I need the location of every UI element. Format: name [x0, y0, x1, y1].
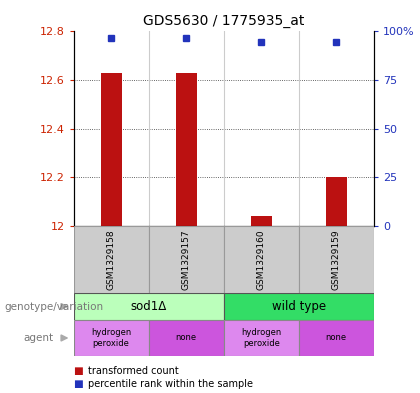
Text: GSM1329157: GSM1329157: [181, 229, 191, 290]
Text: transformed count: transformed count: [88, 366, 179, 376]
Text: none: none: [326, 334, 347, 342]
Text: GSM1329158: GSM1329158: [107, 229, 116, 290]
Title: GDS5630 / 1775935_at: GDS5630 / 1775935_at: [143, 14, 304, 28]
Text: hydrogen
peroxide: hydrogen peroxide: [241, 328, 281, 348]
Text: GSM1329160: GSM1329160: [257, 229, 266, 290]
Bar: [224, 293, 374, 320]
Text: none: none: [176, 334, 197, 342]
Text: hydrogen
peroxide: hydrogen peroxide: [91, 328, 131, 348]
Bar: [224, 320, 299, 356]
Bar: [251, 216, 272, 226]
Bar: [149, 320, 224, 356]
Bar: [224, 226, 299, 293]
Bar: [299, 226, 374, 293]
Text: genotype/variation: genotype/variation: [4, 301, 103, 312]
Bar: [299, 320, 374, 356]
Text: wild type: wild type: [272, 300, 326, 313]
Text: ■: ■: [74, 379, 83, 389]
Bar: [74, 293, 224, 320]
Text: sod1Δ: sod1Δ: [131, 300, 167, 313]
Text: agent: agent: [23, 333, 53, 343]
Bar: [74, 320, 149, 356]
Text: GSM1329159: GSM1329159: [332, 229, 341, 290]
Text: ■: ■: [74, 366, 83, 376]
Bar: [149, 226, 224, 293]
Bar: [74, 226, 149, 293]
Bar: [100, 73, 121, 226]
Bar: [326, 177, 347, 226]
Text: percentile rank within the sample: percentile rank within the sample: [88, 379, 253, 389]
Bar: [176, 73, 197, 226]
